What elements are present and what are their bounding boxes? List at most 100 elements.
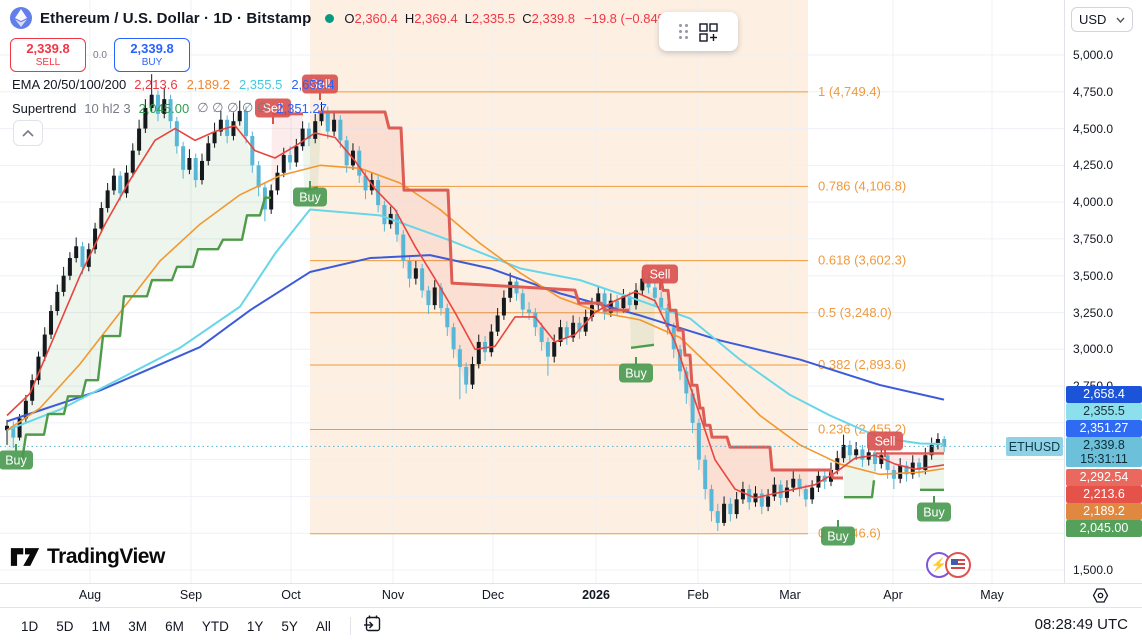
svg-text:Buy: Buy — [5, 454, 27, 468]
time-tick: Nov — [381, 588, 405, 602]
symbol-header: Ethereum / U.S. Dollar · 1D · Bitstamp O… — [10, 7, 674, 29]
range-button-1d[interactable]: 1D — [21, 618, 39, 634]
collapse-legend-button[interactable] — [13, 120, 43, 146]
buy-signal-badge: Buy — [917, 496, 951, 522]
supertrend-blue-value: 2,351.27 — [276, 100, 327, 116]
time-tick: Aug — [78, 588, 102, 602]
currency-selector[interactable]: USD — [1071, 7, 1133, 32]
svg-text:Buy: Buy — [625, 367, 647, 381]
range-button-1y[interactable]: 1Y — [246, 618, 264, 634]
us-flag-event-icon[interactable] — [945, 552, 971, 578]
ema-legend[interactable]: EMA 20/50/100/200 2,213.6 2,189.2 2,355.5 2… — [12, 77, 344, 92]
manage-layouts-icon[interactable] — [698, 22, 718, 42]
svg-text:Buy: Buy — [827, 530, 849, 544]
svg-text:1 (4,749.4): 1 (4,749.4) — [818, 84, 881, 99]
svg-text:Sell: Sell — [650, 268, 671, 282]
buy-signal-badge: Buy — [619, 357, 653, 383]
ethereum-logo-icon — [10, 7, 32, 29]
bottom-toolbar: 1D 5D 1M 3M 6M YTD 1Y 5Y All 08:28:49 UTC — [0, 607, 1142, 643]
svg-text:Sell: Sell — [263, 102, 284, 116]
svg-text:0.5 (3,248.0): 0.5 (3,248.0) — [818, 305, 892, 320]
order-panel: 2,339.8 SELL 0.0 2,339.8 BUY — [10, 38, 190, 72]
chart-canvas[interactable]: 1 (4,749.4) 0.786 (4,106.8) 0.618 (3,602.3… — [0, 0, 1064, 583]
ema-value: 2,189.2 — [186, 77, 230, 92]
clock-utc[interactable]: 08:28:49 UTC — [1034, 616, 1128, 633]
time-axis[interactable]: Aug Sep Oct Nov Dec 2026 Feb Mar Apr May — [0, 583, 1142, 607]
price-badge: 2,189.2 — [1066, 503, 1142, 520]
svg-text:Buy: Buy — [299, 191, 321, 205]
ema-values: 2,213.6 2,189.2 2,355.5 2,658.4 — [134, 77, 344, 92]
market-status-dot[interactable] — [325, 13, 335, 23]
floating-layout-widget — [659, 12, 738, 51]
chevron-up-icon — [22, 129, 34, 137]
svg-text:0.618 (3,602.3): 0.618 (3,602.3) — [818, 253, 906, 268]
event-markers: ⚡ — [926, 552, 971, 578]
svg-text:Sell: Sell — [875, 435, 896, 449]
price-badge: 2,351.27 — [1066, 420, 1142, 437]
sell-signal-badge: Sell — [642, 264, 678, 290]
range-button-3m[interactable]: 3M — [128, 618, 148, 634]
price-tick: 4,750.0 — [1073, 84, 1114, 99]
price-badge: 2,339.8 15:31:11 — [1066, 437, 1142, 467]
spread-value: 0.0 — [93, 49, 107, 61]
price-change: −19.8 (−0.84%) — [584, 10, 674, 26]
ema-value: 2,355.5 — [238, 77, 283, 92]
svg-text:0.786 (4,106.8): 0.786 (4,106.8) — [818, 178, 906, 193]
price-tick: 1,500.0 — [1073, 563, 1114, 577]
price-badge: 2,045.00 — [1066, 520, 1142, 537]
buy-button[interactable]: 2,339.8 BUY — [114, 38, 190, 72]
supertrend-lines — [7, 110, 944, 499]
symbol-title[interactable]: Ethereum / U.S. Dollar · 1D · Bitstamp — [40, 9, 312, 27]
time-tick: Feb — [687, 588, 709, 602]
time-tick: Mar — [779, 588, 801, 602]
price-tick: 4,000.0 — [1073, 195, 1114, 210]
price-tick: 4,500.0 — [1073, 121, 1114, 136]
ema-value: 2,658.4 — [291, 77, 335, 92]
price-tick: 5,000.0 — [1073, 48, 1114, 62]
supertrend-legend[interactable]: Supertrend 10 hl2 3 2,045.00 ∅ ∅ ∅ ∅ ∅ 2… — [12, 100, 327, 116]
go-to-date-icon[interactable] — [363, 614, 382, 638]
sell-signal-badge: Sell — [255, 98, 291, 124]
range-button-ytd[interactable]: YTD — [201, 618, 229, 634]
time-tick: Dec — [481, 588, 505, 602]
svg-text:Buy: Buy — [923, 506, 945, 520]
price-tick: 3,500.0 — [1073, 268, 1114, 283]
tradingview-logo[interactable]: TradingView — [10, 545, 165, 569]
price-badge: 2,355.5 — [1066, 403, 1142, 420]
buy-signal-badge: Buy — [0, 444, 33, 470]
range-button-5d[interactable]: 5D — [56, 618, 74, 634]
sell-button[interactable]: 2,339.8 SELL — [10, 38, 86, 72]
range-button-5y[interactable]: 5Y — [281, 618, 298, 634]
range-button-1m[interactable]: 1M — [91, 618, 111, 634]
range-buttons: 1D 5D 1M 3M 6M YTD 1Y 5Y All — [14, 608, 382, 643]
gridlines — [0, 0, 1064, 583]
price-axis[interactable]: 5,000.0 4,750.0 4,500.0 4,250.0 4,000.0 3,750… — [1064, 0, 1142, 583]
svg-text:0.382 (2,893.6): 0.382 (2,893.6) — [818, 357, 906, 372]
price-tick: 3,250.0 — [1073, 305, 1114, 320]
tradingview-mark-icon — [10, 548, 40, 566]
price-chart[interactable]: 1 (4,749.4) 0.786 (4,106.8) 0.618 (3,602.3… — [0, 0, 1064, 583]
price-badge: 2,213.6 — [1066, 486, 1142, 503]
range-button-6m[interactable]: 6M — [165, 618, 184, 634]
buy-signal-badge: Buy — [821, 520, 855, 546]
time-tick: Oct — [281, 588, 301, 602]
symbol-price-line-label: ETHUSD — [1006, 437, 1063, 456]
sell-signal-badge: Sell — [302, 74, 338, 100]
time-tick: 2026 — [582, 588, 610, 602]
time-tick: Sep — [179, 588, 203, 602]
drag-handle-icon[interactable] — [679, 24, 688, 39]
signal-badges: Buy Sell Buy Sell Buy Sell Buy Sell Buy — [0, 74, 951, 546]
time-axis-settings-icon[interactable] — [1092, 587, 1109, 609]
supertrend-empty-values: ∅ ∅ ∅ ∅ ∅ — [197, 100, 269, 115]
price-tick: 3,750.0 — [1073, 231, 1114, 246]
price-badge: 2,658.4 — [1066, 386, 1142, 403]
buy-signal-badge: Buy — [293, 181, 327, 207]
sell-signal-badge: Sell — [867, 431, 903, 457]
ema-value: 2,213.6 — [134, 77, 178, 92]
supertrend-green-value: 2,045.00 — [138, 100, 190, 116]
time-tick: Apr — [883, 588, 903, 602]
fib-levels: 1 (4,749.4) 0.786 (4,106.8) 0.618 (3,602.3… — [310, 84, 906, 541]
range-button-all[interactable]: All — [315, 618, 331, 634]
chevron-down-icon — [1116, 17, 1125, 23]
